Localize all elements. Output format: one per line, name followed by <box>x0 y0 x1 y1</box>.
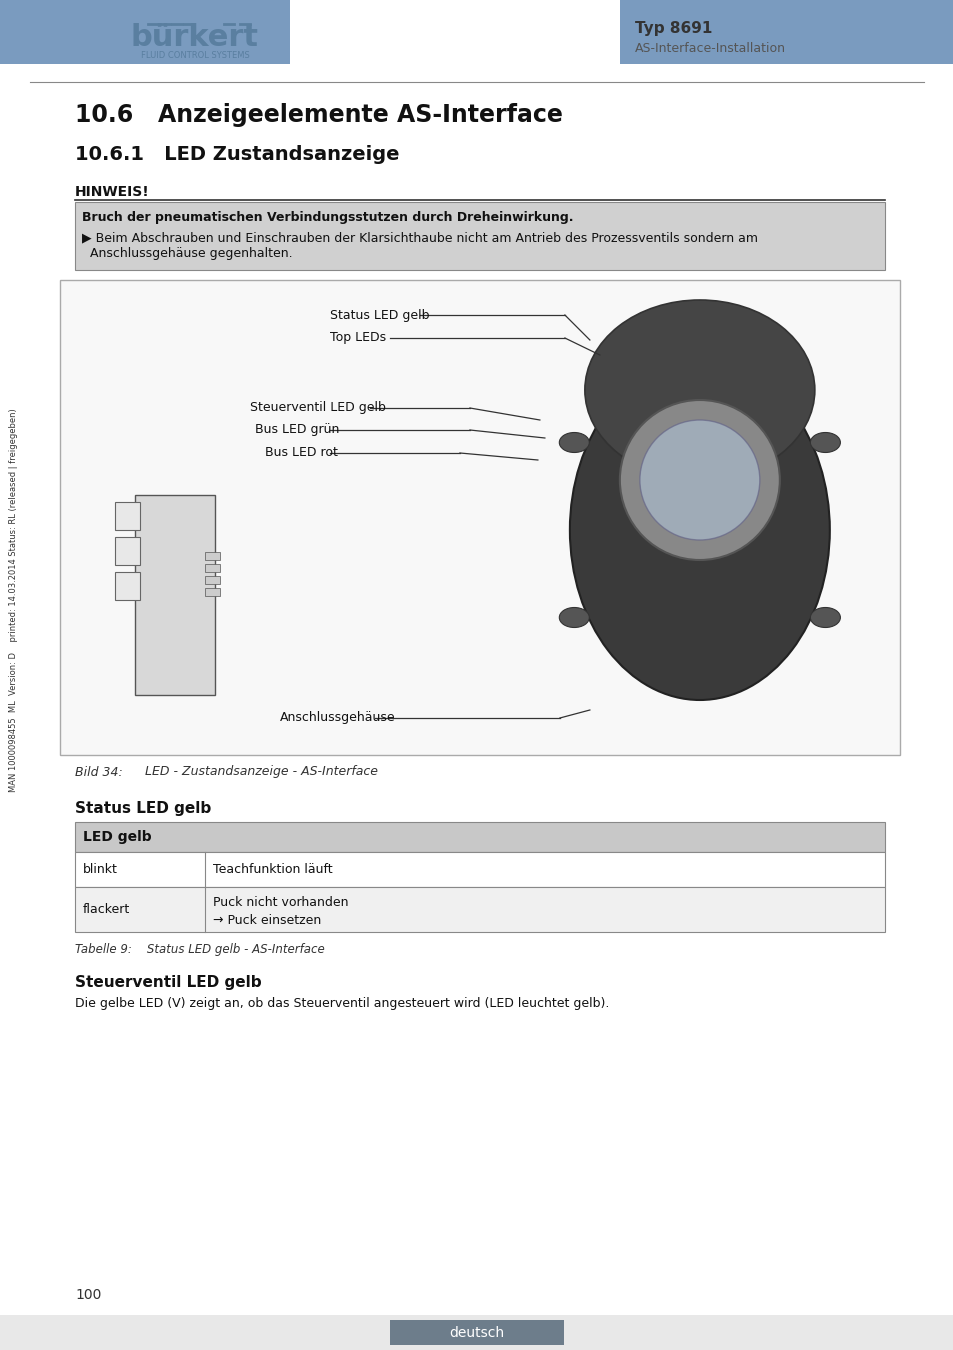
Text: AS-Interface-Installation: AS-Interface-Installation <box>634 42 785 54</box>
Ellipse shape <box>619 400 779 560</box>
Text: Anschlussgehäuse gegenhalten.: Anschlussgehäuse gegenhalten. <box>90 247 293 261</box>
Bar <box>75 852 883 887</box>
Text: → Puck einsetzen: → Puck einsetzen <box>213 914 321 926</box>
Text: 100: 100 <box>75 1288 101 1301</box>
Bar <box>0 0 290 63</box>
Text: flackert: flackert <box>83 903 131 917</box>
Text: Top LEDs: Top LEDs <box>330 332 386 344</box>
Text: 10.6.1   LED Zustandsanzeige: 10.6.1 LED Zustandsanzeige <box>75 146 399 165</box>
Text: Status LED gelb: Status LED gelb <box>330 309 429 321</box>
Bar <box>390 1320 563 1345</box>
Text: Steuerventil LED gelb: Steuerventil LED gelb <box>75 975 261 990</box>
Bar <box>134 495 214 695</box>
Bar <box>205 552 220 560</box>
Text: Bus LED grün: Bus LED grün <box>254 424 339 436</box>
Text: Bild 34:: Bild 34: <box>75 765 123 779</box>
Text: bürkert: bürkert <box>131 23 258 53</box>
Text: MAN 1000098455  ML  Version: D    printed: 14.03.2014 Status: RL (released | fre: MAN 1000098455 ML Version: D printed: 14… <box>10 408 18 792</box>
Text: Typ 8691: Typ 8691 <box>634 20 712 35</box>
Text: 10.6   Anzeigeelemente AS-Interface: 10.6 Anzeigeelemente AS-Interface <box>75 103 562 127</box>
Ellipse shape <box>558 608 589 628</box>
Bar <box>115 537 140 566</box>
Text: Bus LED rot: Bus LED rot <box>265 447 337 459</box>
Ellipse shape <box>809 432 840 452</box>
Bar <box>205 576 220 585</box>
Bar <box>115 572 140 599</box>
Text: FLUID CONTROL SYSTEMS: FLUID CONTROL SYSTEMS <box>140 51 249 61</box>
Text: Bruch der pneumatischen Verbindungsstutzen durch Dreheinwirkung.: Bruch der pneumatischen Verbindungsstutz… <box>82 211 573 224</box>
Text: Puck nicht vorhanden: Puck nicht vorhanden <box>213 895 348 909</box>
Bar <box>115 502 140 531</box>
Text: Steuerventil LED gelb: Steuerventil LED gelb <box>250 401 385 414</box>
Ellipse shape <box>558 432 589 452</box>
Text: HINWEIS!: HINWEIS! <box>75 185 150 198</box>
Text: Anschlussgehäuse: Anschlussgehäuse <box>279 711 395 725</box>
Bar <box>60 279 899 755</box>
Text: Teachfunktion läuft: Teachfunktion läuft <box>213 863 333 876</box>
Text: ▶ Beim Abschrauben und Einschrauben der Klarsichthaube nicht am Antrieb des Proz: ▶ Beim Abschrauben und Einschrauben der … <box>82 231 758 244</box>
Bar <box>0 1315 953 1350</box>
Bar <box>75 202 883 270</box>
Ellipse shape <box>584 300 814 481</box>
Ellipse shape <box>639 420 759 540</box>
Text: LED - Zustandsanzeige - AS-Interface: LED - Zustandsanzeige - AS-Interface <box>145 765 377 779</box>
Text: deutsch: deutsch <box>449 1326 504 1341</box>
Text: Status LED gelb: Status LED gelb <box>75 801 211 815</box>
Ellipse shape <box>809 608 840 628</box>
Bar <box>205 589 220 595</box>
Bar <box>205 564 220 572</box>
Bar <box>75 822 883 852</box>
Text: LED gelb: LED gelb <box>83 830 152 844</box>
Bar <box>75 887 883 931</box>
Text: Tabelle 9:    Status LED gelb - AS-Interface: Tabelle 9: Status LED gelb - AS-Interfac… <box>75 944 324 957</box>
Bar <box>619 0 953 63</box>
Text: Die gelbe LED (V) zeigt an, ob das Steuerventil angesteuert wird (LED leuchtet g: Die gelbe LED (V) zeigt an, ob das Steue… <box>75 998 609 1011</box>
Text: blinkt: blinkt <box>83 863 118 876</box>
Ellipse shape <box>569 360 829 701</box>
